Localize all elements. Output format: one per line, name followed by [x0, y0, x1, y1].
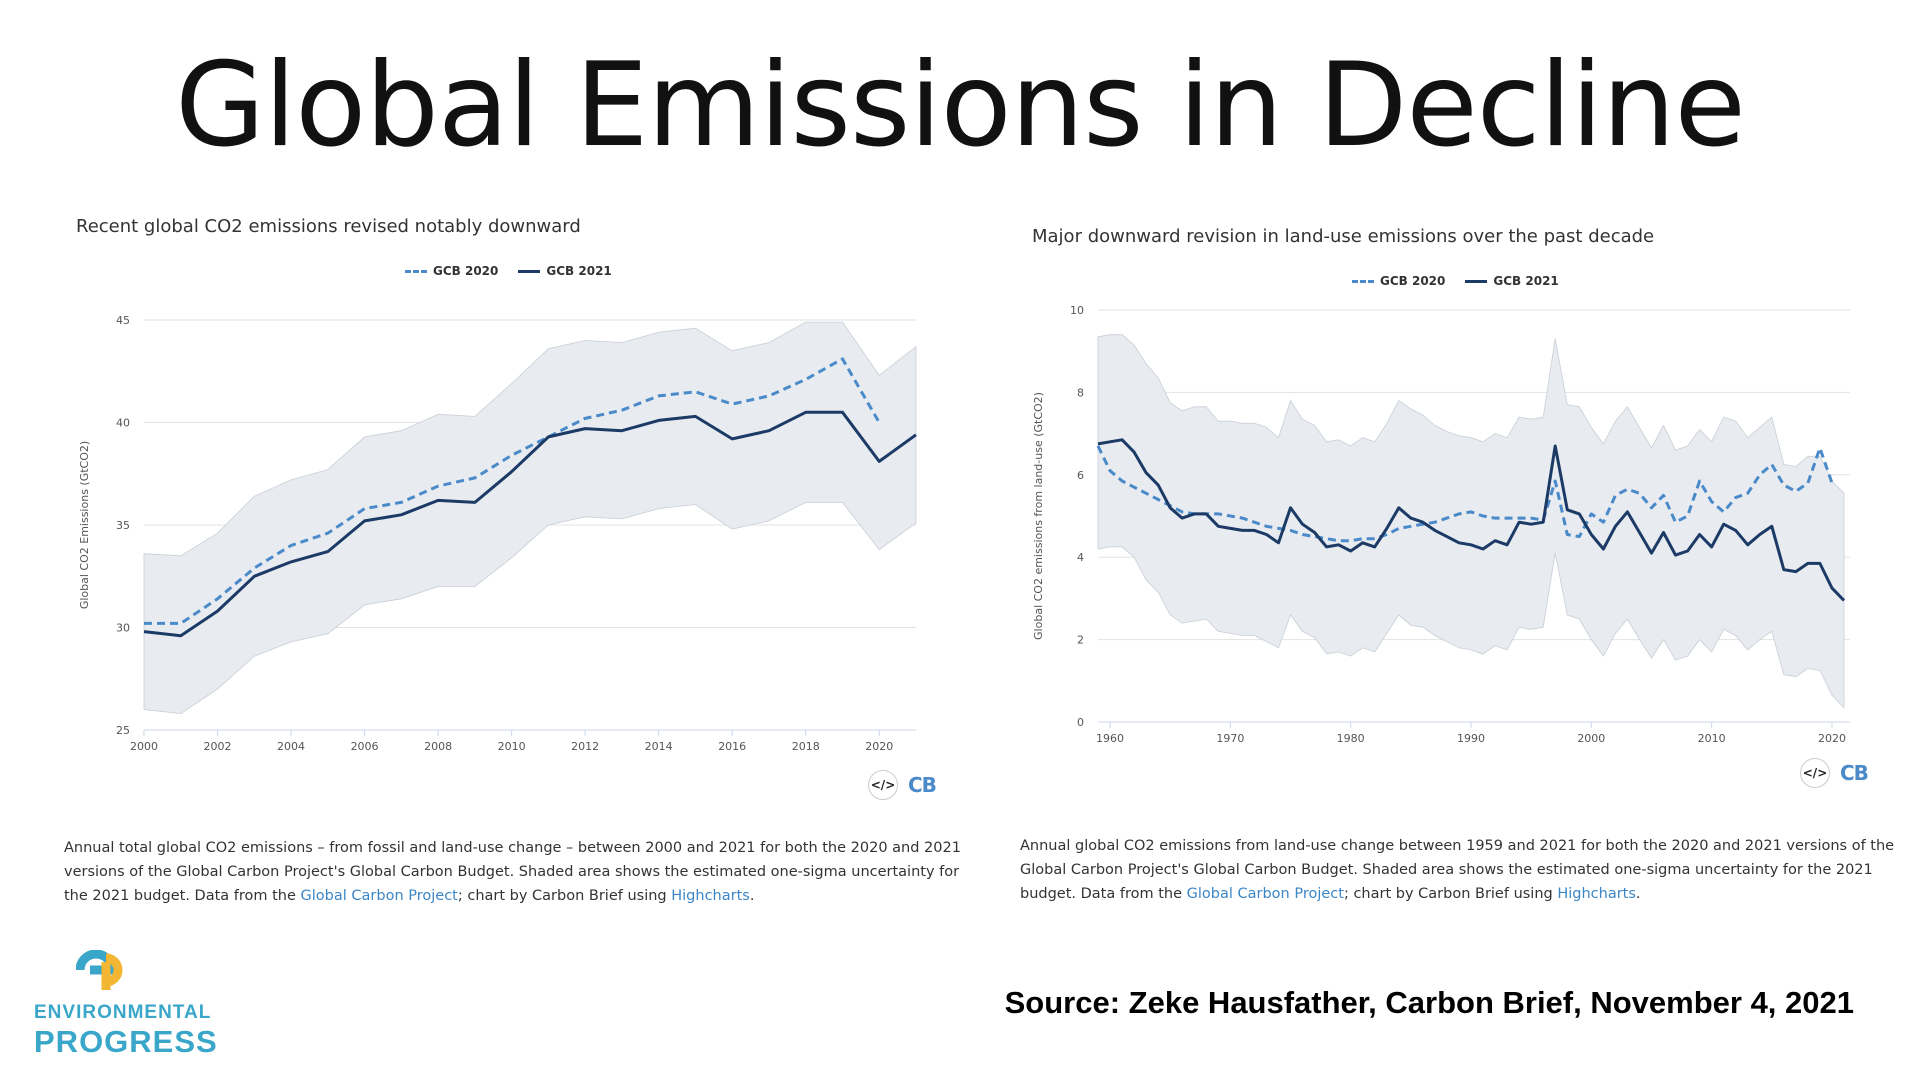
legend-label: GCB 2020	[433, 264, 499, 278]
chart-legend: GCB 2020 GCB 2021	[405, 264, 612, 278]
x-tick-label: 2020	[1818, 732, 1846, 745]
legend-label: GCB 2021	[1493, 274, 1559, 288]
y-tick-label: 10	[1070, 304, 1084, 317]
y-tick-label: 35	[116, 519, 130, 532]
series-line-gcb2020	[1096, 445, 1834, 543]
legend-item-gcb2021[interactable]: GCB 2021	[518, 264, 612, 278]
carbon-brief-logo: CB	[1840, 761, 1869, 785]
logo-word-environmental: ENVIRONMENTAL	[34, 1002, 212, 1023]
x-tick-label: 2018	[792, 740, 820, 753]
logo-word-progress: PROGRESS	[34, 1024, 218, 1059]
caption-text: .	[1635, 886, 1641, 902]
chart-plot-total-emissions: 25 30 35 40 45 2000 2002 2004 2006 2008 2010 2012 20…	[78, 314, 917, 753]
ep-monogram-icon	[76, 950, 123, 990]
chart-legend: GCB 2020 GCB 2021	[1352, 274, 1559, 288]
legend-swatch-solid	[518, 269, 541, 273]
legend-swatch-dashed	[1352, 279, 1374, 283]
y-tick-label: 30	[116, 622, 130, 635]
chart-panel-total-emissions: Recent global CO2 emissions revised nota…	[60, 210, 950, 810]
legend-item-gcb2020[interactable]: GCB 2020	[405, 264, 498, 278]
series-line-gcb2021	[143, 410, 917, 638]
x-tick-label: 2010	[1698, 732, 1726, 745]
y-tick-label: 8	[1077, 386, 1084, 399]
x-tick-label: 2010	[498, 740, 526, 753]
x-tick-label: 2000	[130, 740, 158, 753]
x-tick-label: 2002	[204, 740, 232, 753]
x-tick-label: 2020	[865, 740, 893, 753]
y-tick-label: 40	[116, 417, 130, 430]
legend-label: GCB 2021	[546, 264, 612, 278]
embed-code-icon[interactable]: </>	[868, 770, 898, 800]
chart-brand: </> CB	[868, 770, 937, 800]
x-tick-label: 1970	[1216, 732, 1244, 745]
caption-text: ; chart by Carbon Brief using	[1343, 886, 1558, 902]
chart-title: Recent global CO2 emissions revised nota…	[76, 216, 581, 237]
uncertainty-band	[1097, 334, 1845, 709]
chart-plot-land-use-emissions: 0 2 4 6 8 10 1960 1970 1980 1990 2000 2010 2020 Globa…	[1032, 304, 1850, 745]
y-tick-label: 45	[116, 314, 130, 327]
y-tick-label: 0	[1077, 716, 1084, 729]
caption-text: Annual global CO2 emissions from land-us…	[1020, 838, 1895, 902]
series-line-gcb2021	[1097, 438, 1846, 602]
legend-swatch-dashed	[405, 269, 427, 273]
y-axis-label: Global CO2 Emissions (GtCO2)	[78, 441, 91, 609]
source-citation: Source: Zeke Hausfather, Carbon Brief, N…	[1004, 985, 1854, 1020]
x-tick-label: 2012	[571, 740, 599, 753]
x-tick-label: 2014	[645, 740, 673, 753]
legend-swatch-solid	[1465, 279, 1488, 283]
carbon-brief-logo: CB	[908, 773, 937, 797]
y-tick-label: 4	[1077, 551, 1084, 564]
x-tick-label: 1960	[1096, 732, 1124, 745]
x-tick-label: 2008	[424, 740, 452, 753]
x-tick-label: 2000	[1577, 732, 1605, 745]
x-tick-label: 2016	[718, 740, 746, 753]
chart-title: Major downward revision in land-use emis…	[1032, 226, 1655, 247]
link-highcharts[interactable]: Highcharts	[671, 888, 750, 904]
x-tick-label: 1990	[1457, 732, 1485, 745]
chart-caption-right: Annual global CO2 emissions from land-us…	[1020, 834, 1910, 906]
x-tick-label: 2006	[351, 740, 379, 753]
series-line-gcb2020	[144, 357, 881, 625]
chart-panel-land-use-emissions: Major downward revision in land-use emis…	[1020, 220, 1910, 820]
caption-text: ; chart by Carbon Brief using	[457, 888, 672, 904]
link-highcharts[interactable]: Highcharts	[1557, 886, 1636, 902]
legend-label: GCB 2020	[1380, 274, 1446, 288]
link-global-carbon-project[interactable]: Global Carbon Project	[1186, 886, 1344, 902]
link-global-carbon-project[interactable]: Global Carbon Project	[300, 888, 458, 904]
embed-code-icon[interactable]: </>	[1800, 758, 1830, 788]
chart-caption-left: Annual total global CO2 emissions – from…	[64, 836, 984, 908]
y-tick-label: 2	[1077, 634, 1084, 647]
legend-item-gcb2020[interactable]: GCB 2020	[1352, 274, 1445, 288]
chart-brand: </> CB	[1800, 758, 1869, 788]
caption-text: .	[749, 888, 755, 904]
x-tick-label: 1980	[1337, 732, 1365, 745]
slide-title: Global Emissions in Decline	[175, 38, 1746, 173]
y-axis-label: Global CO2 emissions from land-use (GtCO…	[1032, 392, 1045, 640]
legend-item-gcb2021[interactable]: GCB 2021	[1465, 274, 1559, 288]
x-tick-label: 2004	[277, 740, 305, 753]
caption-text: Annual total global CO2 emissions – from…	[64, 840, 961, 904]
y-tick-label: 6	[1077, 469, 1084, 482]
environmental-progress-logo: ENVIRONMENTAL PROGRESS	[34, 950, 217, 1060]
y-tick-label: 25	[116, 724, 130, 737]
uncertainty-band	[143, 321, 917, 715]
